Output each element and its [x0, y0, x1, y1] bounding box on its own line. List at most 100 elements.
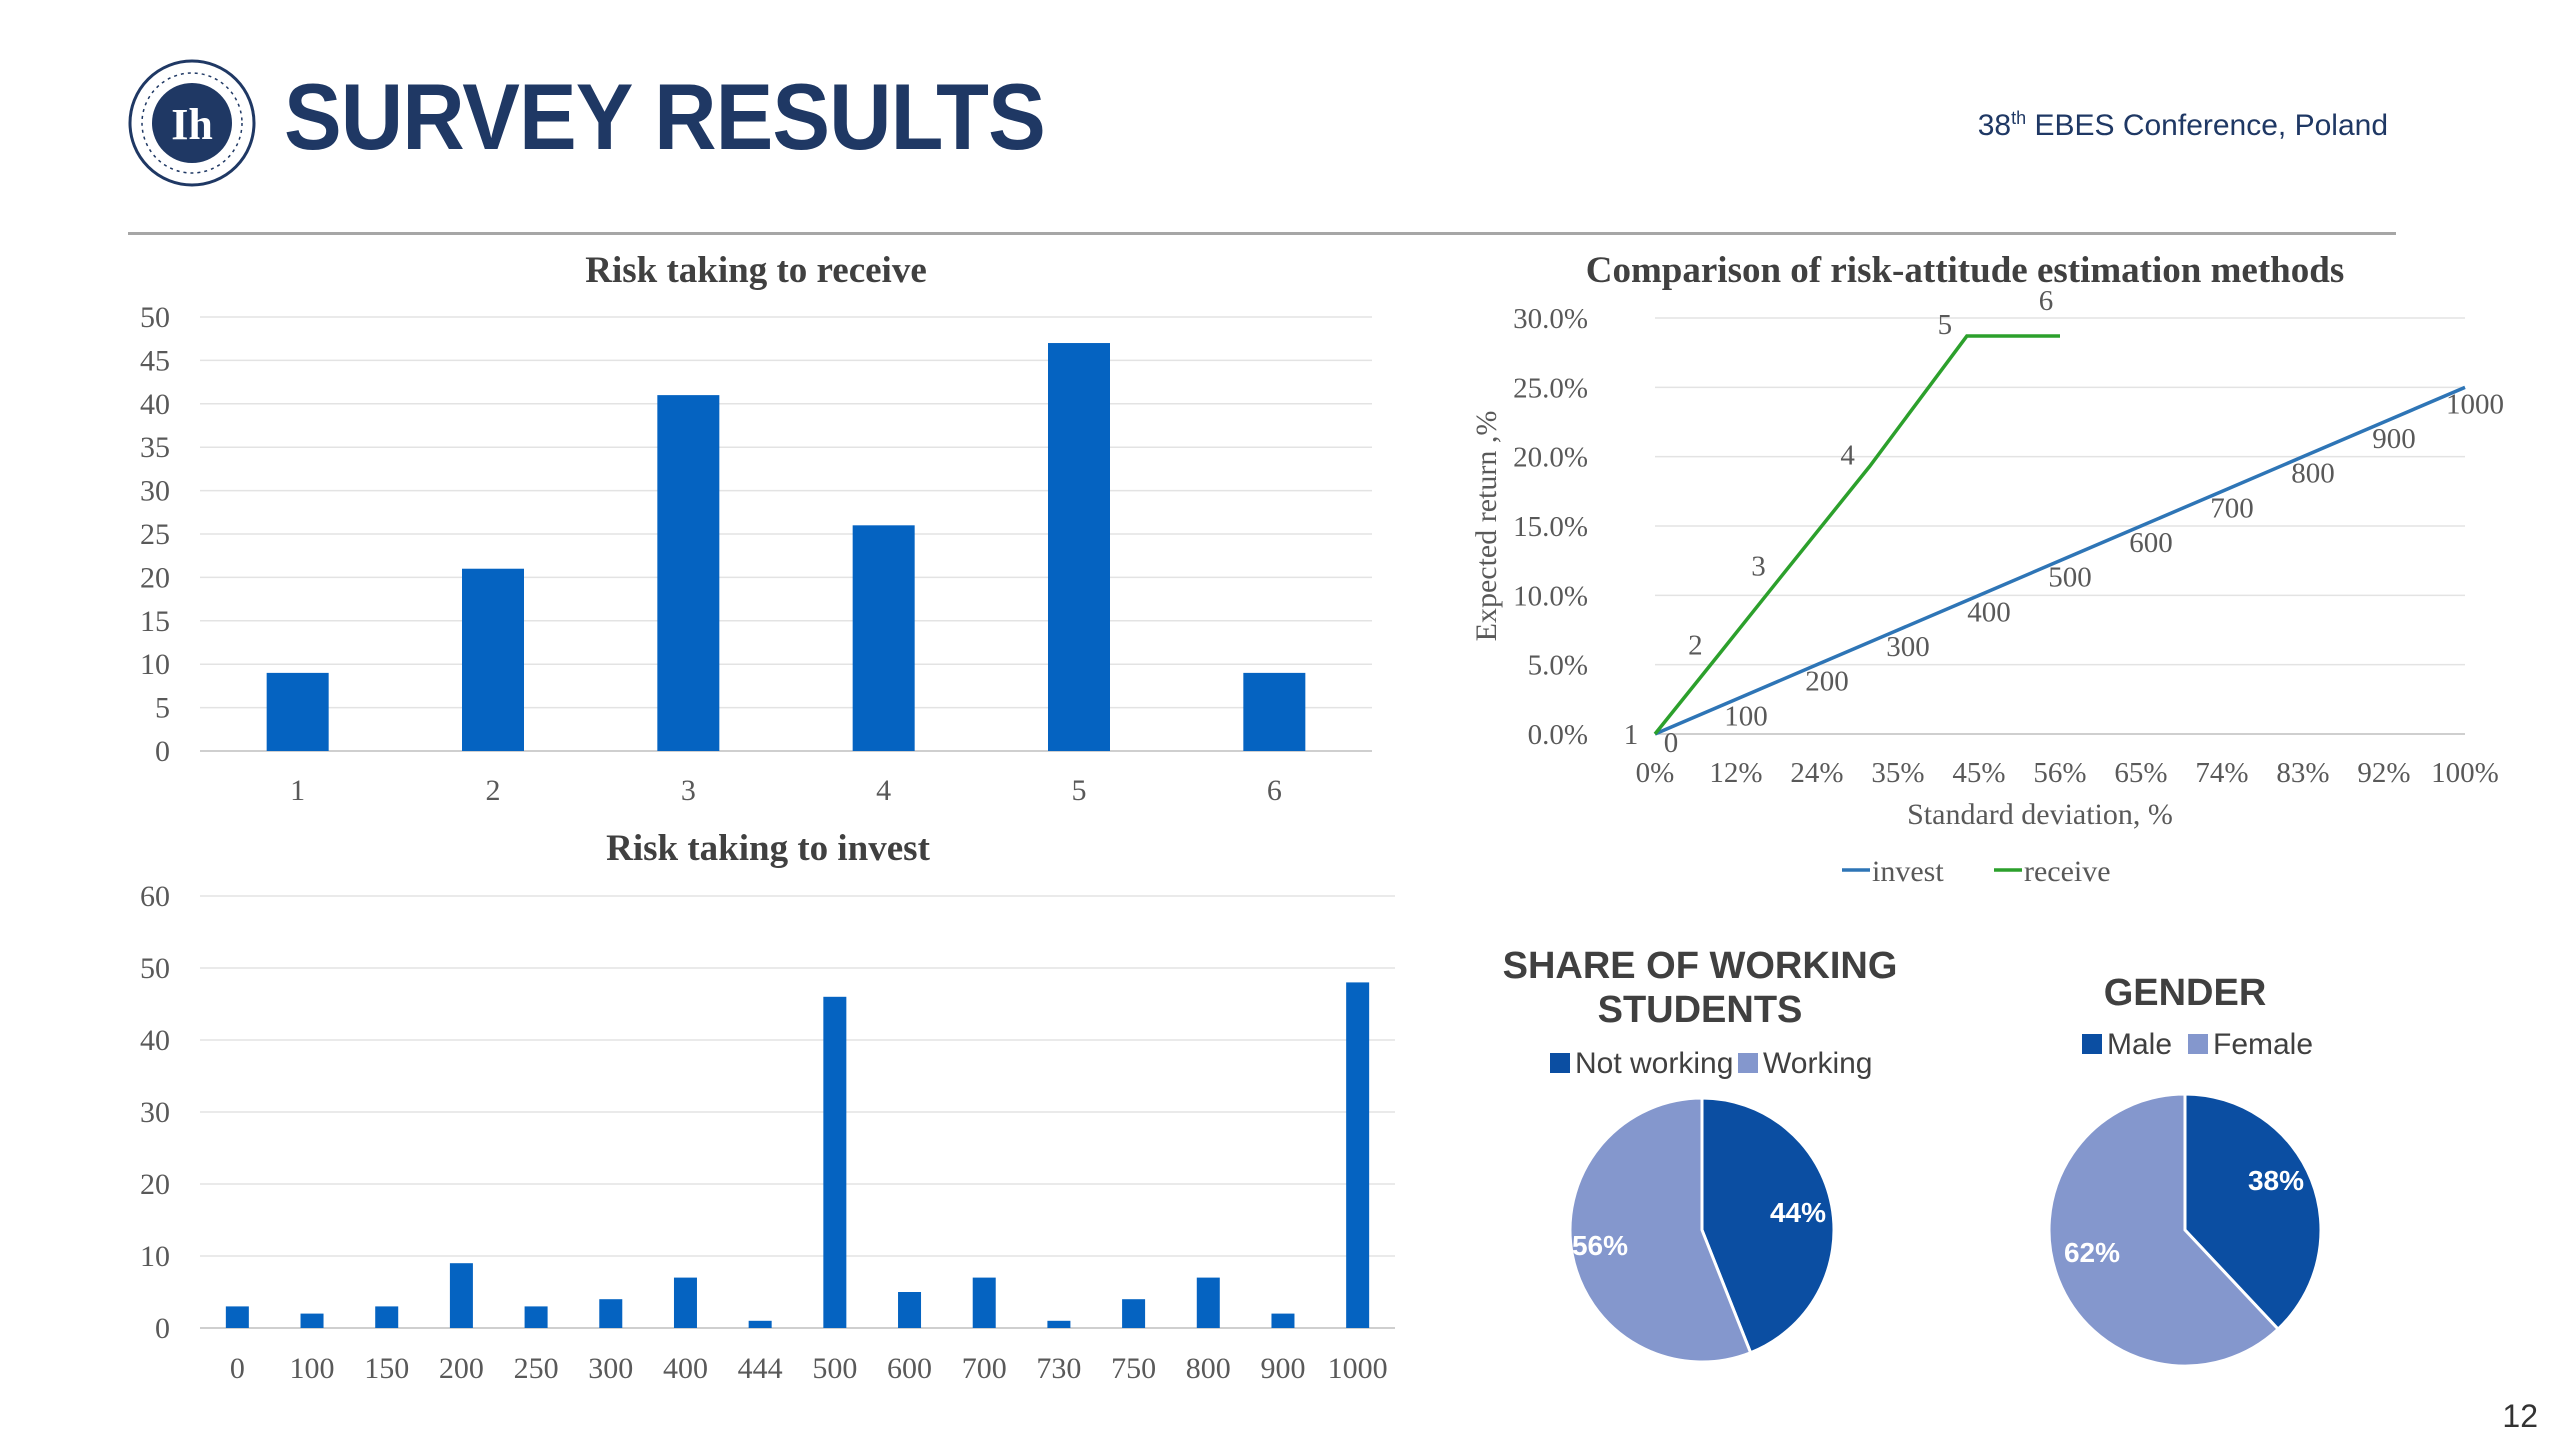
receive_bar-ytick: 35 — [140, 431, 170, 464]
invest_bar-xtick: 0 — [230, 1352, 245, 1385]
line-point-label-invest: 300 — [1886, 631, 1930, 663]
gender_pie-legend-label: Female — [2213, 1028, 2313, 1061]
line-chart-ytick: 0.0% — [1528, 719, 1588, 751]
invest_bar-bar-600 — [898, 1292, 922, 1328]
line-point-label-invest: 900 — [2372, 423, 2416, 455]
invest_bar-xtick: 100 — [290, 1352, 335, 1385]
conference-label: 38th EBES Conference, Poland — [1978, 108, 2388, 143]
line-chart-ytick: 10.0% — [1513, 580, 1588, 612]
invest_bar-bar-200 — [449, 1263, 473, 1328]
receive_bar-ytick: 30 — [140, 475, 170, 508]
line-chart-ytick: 30.0% — [1513, 303, 1588, 335]
line-chart-xtick: 45% — [1952, 757, 2005, 789]
line-chart-xtick: 56% — [2033, 757, 2086, 789]
invest_bar-bar-150 — [375, 1306, 399, 1328]
receive_bar-xtick: 4 — [876, 774, 891, 807]
invest_bar-bar-300 — [599, 1299, 623, 1328]
invest_bar-xtick: 900 — [1260, 1352, 1305, 1385]
receive_bar-ytick: 0 — [155, 735, 170, 768]
line-point-label-invest: 200 — [1805, 666, 1849, 698]
legend-label-receive: receive — [2024, 855, 2111, 888]
invest_bar-xtick: 600 — [887, 1352, 932, 1385]
line-chart-xtick: 65% — [2114, 757, 2167, 789]
gender_pie-title-line1: GENDER — [2104, 972, 2267, 1014]
receive_bar-ytick: 20 — [140, 561, 170, 594]
working_pie-title-line1: SHARE OF WORKING — [1503, 945, 1898, 987]
line-chart-ytick: 5.0% — [1528, 650, 1588, 682]
line-chart-ytick: 25.0% — [1513, 372, 1588, 404]
invest_bar-ytick: 30 — [140, 1096, 170, 1129]
invest_bar-xtick: 800 — [1186, 1352, 1231, 1385]
line-chart-xtick: 83% — [2276, 757, 2329, 789]
gender_pie-legend-swatch — [2188, 1034, 2208, 1054]
invest_bar-bar-700 — [972, 1277, 996, 1328]
gender_pie-legend-swatch — [2082, 1034, 2102, 1054]
line-chart-title: Comparison of risk-attitude estimation m… — [1586, 250, 2344, 291]
conference-name: EBES Conference, Poland — [2026, 109, 2388, 142]
invest_bar-xtick: 700 — [962, 1352, 1007, 1385]
receive_bar-bar-5 — [1048, 343, 1110, 751]
invest_bar-bar-500 — [823, 996, 847, 1328]
line-point-label-receive: 4 — [1840, 439, 1855, 471]
gender_pie-slice-label: 62% — [2064, 1237, 2120, 1268]
line-point-label-receive: 6 — [2039, 285, 2054, 317]
working_pie-slice-label: 44% — [1770, 1197, 1826, 1228]
invest_bar-bar-730 — [1047, 1320, 1071, 1328]
receive_bar-ytick: 50 — [140, 301, 170, 334]
line-point-label-invest: 800 — [2291, 458, 2335, 490]
receive_bar-xtick: 6 — [1267, 774, 1282, 807]
invest_bar-xtick: 150 — [364, 1352, 409, 1385]
invest_bar-xtick: 250 — [514, 1352, 559, 1385]
gender_pie-slice-1 — [2047, 1092, 2281, 1368]
receive_bar-bar-2 — [462, 568, 524, 751]
line-chart-ytick: 15.0% — [1513, 511, 1588, 543]
invest_bar-bar-900 — [1271, 1313, 1295, 1328]
receive_bar-ytick: 40 — [140, 388, 170, 421]
receive_bar-ytick: 45 — [140, 344, 170, 377]
line-chart-ylabel: Expected return ,% — [1470, 411, 1503, 642]
invest_bar-title: Risk taking to invest — [606, 828, 930, 869]
invest_bar-xtick: 400 — [663, 1352, 708, 1385]
invest_bar-bar-250 — [524, 1306, 548, 1328]
logo-letter: Ih — [171, 100, 213, 149]
invest_bar-xtick: 730 — [1036, 1352, 1081, 1385]
invest_bar-xtick: 200 — [439, 1352, 484, 1385]
invest_bar-bar-1000 — [1346, 982, 1370, 1328]
conference-number: 38 — [1977, 109, 2012, 142]
invest_bar-bar-800 — [1196, 1277, 1220, 1328]
receive_bar-bar-6 — [1243, 672, 1306, 751]
receive_bar-ytick: 15 — [140, 605, 170, 638]
line-point-label-receive: 3 — [1751, 550, 1766, 582]
line-chart-xtick: 74% — [2195, 757, 2248, 789]
working_pie-slice-1 — [1568, 1096, 1753, 1364]
receive_bar-title: Risk taking to receive — [585, 250, 927, 291]
line-chart-xtick: 35% — [1871, 757, 1924, 789]
line-chart-xtick: 100% — [2431, 757, 2499, 789]
working_pie-legend-label: Working — [1763, 1047, 1872, 1080]
line-point-label-receive: 5 — [1938, 309, 1953, 341]
receive_bar-ytick: 5 — [155, 692, 170, 725]
line-series-invest — [1654, 385, 2466, 736]
invest_bar-bar-100 — [300, 1313, 324, 1328]
receive_bar-xtick: 5 — [1072, 774, 1087, 807]
receive_bar-xtick: 3 — [681, 774, 696, 807]
invest_bar-xtick: 500 — [812, 1352, 857, 1385]
invest_bar-ytick: 0 — [155, 1312, 170, 1345]
page-number: 12 — [2502, 1398, 2538, 1434]
invest_bar-bar-750 — [1122, 1299, 1146, 1328]
invest_bar-ytick: 60 — [140, 880, 170, 913]
line-point-label-invest: 700 — [2210, 492, 2254, 524]
line-point-label-invest: 100 — [1724, 700, 1768, 732]
line-chart-ytick: 20.0% — [1513, 442, 1588, 474]
invest_bar-bar-400 — [673, 1277, 697, 1328]
working_pie-legend-swatch — [1738, 1053, 1758, 1073]
invest_bar-bar-444 — [748, 1320, 772, 1328]
line-chart-xtick: 12% — [1709, 757, 1762, 789]
receive_bar-bar-3 — [657, 395, 720, 751]
invest_bar-xtick: 300 — [588, 1352, 633, 1385]
invest_bar-xtick: 1000 — [1328, 1352, 1388, 1385]
legend-label-invest: invest — [1872, 855, 1944, 888]
line-point-label-invest: 500 — [2048, 562, 2092, 594]
line-series-receive — [1653, 334, 2060, 736]
